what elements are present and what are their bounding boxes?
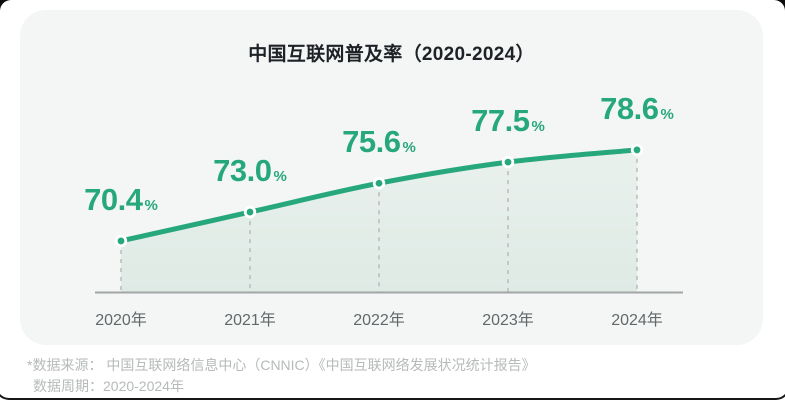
data-label: 78.6% [600,93,674,124]
x-axis-label: 2021年 [224,312,276,329]
data-label: 75.6% [342,126,416,157]
data-label: 70.4% [84,184,158,215]
data-point [243,205,257,219]
window-corner-top-right [773,0,785,12]
data-label-value: 70.4 [84,181,143,217]
data-label-unit: % [273,168,287,186]
chart-title: 中国互联网普及率（2020-2024） [248,44,535,65]
x-axis-label: 2022年 [353,312,405,329]
chart-card: 中国互联网普及率（2020-2024） 70.4% 73.0% 75.6% 77.5%… [20,10,763,345]
data-label-unit: % [144,196,158,214]
x-axis-label: 2023年 [482,312,534,329]
data-label-unit: % [531,118,545,136]
data-point [114,234,128,248]
line-chart-svg [95,143,683,294]
data-label-unit: % [402,139,416,157]
data-source-note: *数据来源： 中国互联网络信息中心（CNNIC）《中国互联网络发展状况统计报告》 [27,357,536,373]
x-axis-label: 2024年 [611,312,663,329]
data-label-value: 77.5 [471,103,530,139]
data-label-value: 78.6 [600,90,659,126]
window-corner-top-left [0,0,12,12]
data-label-value: 73.0 [213,153,272,189]
x-axis-label: 2020年 [95,312,147,329]
data-point [372,177,386,190]
data-period-note: 数据周期：2020-2024年 [33,378,184,394]
chart-footer: *数据来源： 中国互联网络信息中心（CNNIC）《中国互联网络发展状况统计报告》… [27,355,536,397]
data-label-value: 75.6 [342,124,401,160]
data-label: 73.0% [213,155,287,186]
data-label: 77.5% [471,105,545,136]
data-point [501,155,515,169]
data-label-unit: % [660,105,674,123]
data-point [630,143,644,157]
